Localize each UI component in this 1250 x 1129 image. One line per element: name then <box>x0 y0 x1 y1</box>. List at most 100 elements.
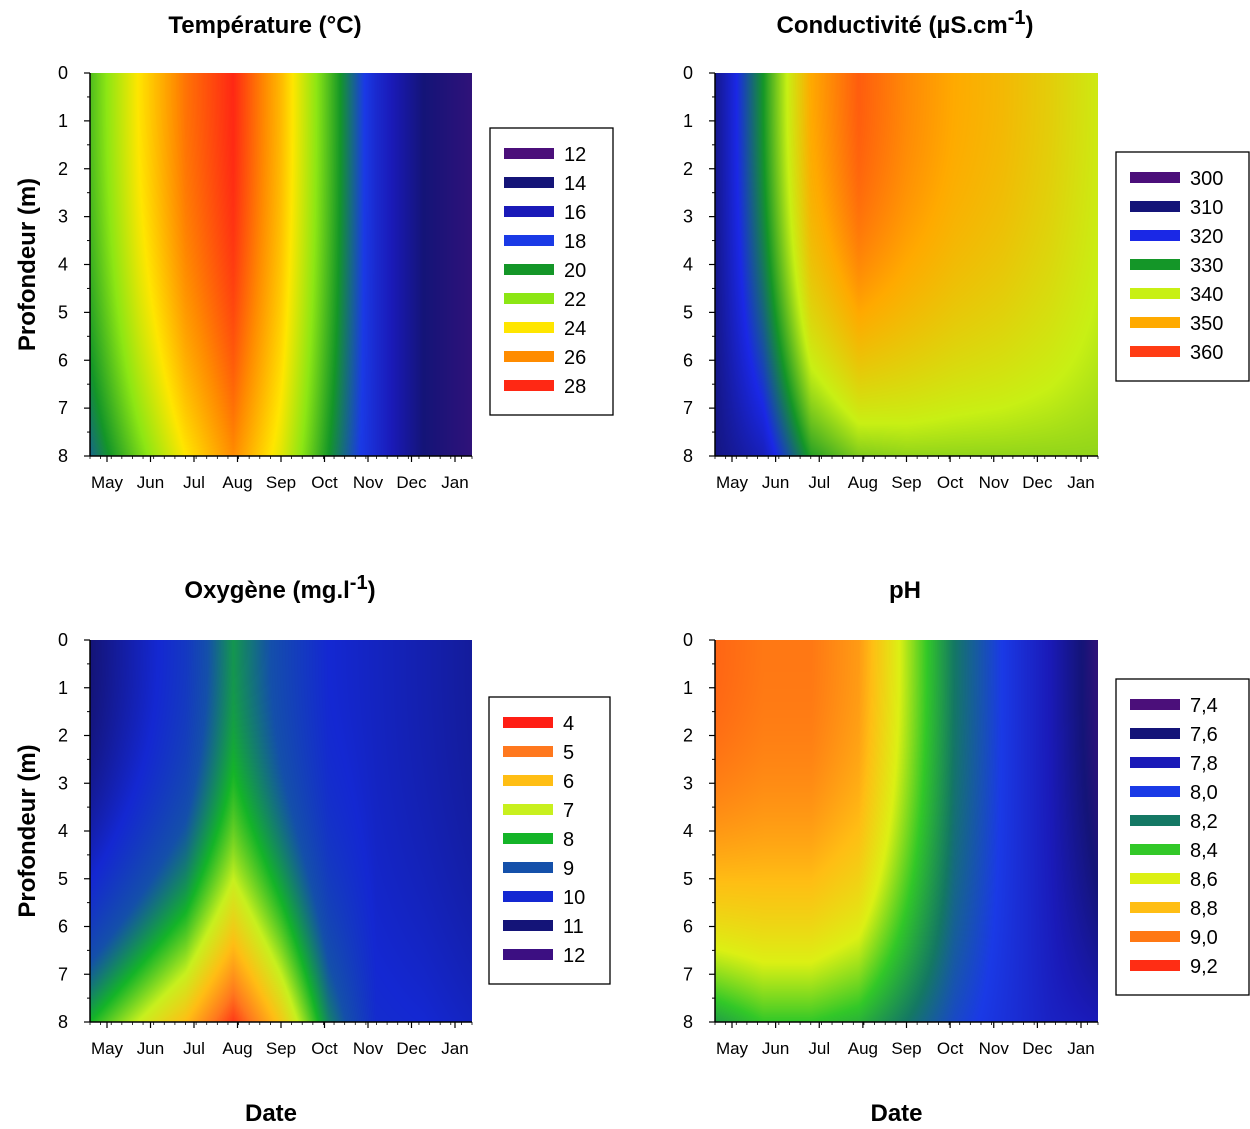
legend-label: 6 <box>563 771 574 793</box>
x-tick-label: Jun <box>762 473 789 492</box>
y-tick-label: 5 <box>58 302 68 322</box>
x-tick-label: May <box>91 473 124 492</box>
legend-swatch <box>504 380 554 391</box>
legend-swatch <box>1130 960 1180 971</box>
y-tick-label: 1 <box>58 678 68 698</box>
y-tick-label: 4 <box>683 821 693 841</box>
x-tick-label: Oct <box>311 473 338 492</box>
legend: 12 14 16 18 20 22 24 26 28 <box>489 127 614 416</box>
x-tick-label: Dec <box>1022 473 1053 492</box>
legend-label: 320 <box>1190 226 1223 248</box>
x-tick-label: Jul <box>808 473 830 492</box>
legend-swatch <box>503 920 553 931</box>
y-tick-label: 7 <box>58 398 68 418</box>
legend-label: 9 <box>563 858 574 880</box>
chart-title: Température (°C) <box>168 12 361 39</box>
y-tick-label: 6 <box>683 350 693 370</box>
legend-swatch <box>504 293 554 304</box>
legend-swatch <box>503 746 553 757</box>
legend-label: 7,6 <box>1190 724 1218 746</box>
heatmap-field <box>90 73 472 456</box>
legend-label: 11 <box>563 916 584 938</box>
legend-label: 340 <box>1190 284 1223 306</box>
x-tick-label: Aug <box>848 473 878 492</box>
y-tick-label: 1 <box>58 111 68 131</box>
legend-label: 300 <box>1190 168 1223 190</box>
x-tick-label: Jan <box>1067 1039 1094 1058</box>
legend-label: 10 <box>563 887 585 909</box>
legend-swatch <box>503 804 553 815</box>
legend-label: 7,8 <box>1190 753 1218 775</box>
y-tick-label: 3 <box>58 207 68 227</box>
heatmap-field <box>715 73 1098 456</box>
y-tick-label: 6 <box>58 917 68 937</box>
legend: 4 5 6 7 8 9 10 11 12 <box>488 696 611 985</box>
y-tick-label: 8 <box>58 1012 68 1032</box>
legend-swatch <box>504 322 554 333</box>
legend-label: 8,0 <box>1190 782 1218 804</box>
x-tick-label: Oct <box>937 1039 964 1058</box>
y-tick-label: 2 <box>58 726 68 746</box>
y-tick-label: 5 <box>683 869 693 889</box>
y-tick-label: 0 <box>58 630 68 650</box>
legend-label: 8,2 <box>1190 811 1218 833</box>
y-tick-label: 5 <box>58 869 68 889</box>
legend-label: 8,4 <box>1190 840 1218 862</box>
x-tick-label: May <box>91 1039 124 1058</box>
legend-swatch <box>1130 259 1180 270</box>
x-tick-label: Nov <box>353 473 384 492</box>
legend-swatch <box>503 949 553 960</box>
legend-label: 12 <box>564 144 586 166</box>
y-tick-label: 7 <box>58 964 68 984</box>
legend-swatch <box>504 264 554 275</box>
legend-swatch <box>1130 786 1180 797</box>
y-tick-label: 3 <box>683 207 693 227</box>
legend-swatch <box>504 351 554 362</box>
legend-label: 7,4 <box>1190 695 1218 717</box>
heatmap-field <box>715 640 1098 1022</box>
x-tick-label: Nov <box>979 473 1010 492</box>
legend-label: 8 <box>563 829 574 851</box>
legend-label: 360 <box>1190 342 1223 364</box>
legend-box <box>1115 678 1250 996</box>
legend: 7,4 7,6 7,8 8,0 8,2 8,4 8,6 8,8 9,0 9,2 <box>1115 678 1250 996</box>
x-tick-label: Jan <box>441 1039 468 1058</box>
y-tick-label: 0 <box>683 630 693 650</box>
y-tick-label: 6 <box>58 350 68 370</box>
x-tick-label: Jun <box>137 1039 164 1058</box>
legend-label: 14 <box>564 173 586 195</box>
x-tick-label: Sep <box>891 1039 921 1058</box>
x-tick-label: Sep <box>266 1039 296 1058</box>
x-tick-label: Dec <box>1022 1039 1053 1058</box>
legend-swatch <box>1130 346 1180 357</box>
x-axis-label: Date <box>245 1100 297 1127</box>
legend-label: 330 <box>1190 255 1223 277</box>
legend-swatch <box>1130 873 1180 884</box>
y-tick-label: 1 <box>683 678 693 698</box>
y-tick-label: 8 <box>683 446 693 466</box>
x-tick-label: Jan <box>1067 473 1094 492</box>
chart-title: Conductivité (µS.cm-1) <box>777 7 1034 39</box>
y-tick-label: 2 <box>58 159 68 179</box>
legend-label: 7 <box>563 800 574 822</box>
x-tick-label: Nov <box>979 1039 1010 1058</box>
legend-label: 26 <box>564 347 586 369</box>
legend-swatch <box>1130 317 1180 328</box>
legend-swatch <box>503 862 553 873</box>
y-tick-label: 3 <box>683 773 693 793</box>
legend-swatch <box>1130 902 1180 913</box>
legend-label: 9,2 <box>1190 956 1218 978</box>
legend-swatch <box>1130 172 1180 183</box>
y-tick-label: 0 <box>58 63 68 83</box>
legend-swatch <box>1130 699 1180 710</box>
legend-label: 28 <box>564 376 586 398</box>
y-tick-label: 7 <box>683 964 693 984</box>
y-tick-label: 1 <box>683 111 693 131</box>
legend-label: 4 <box>563 713 574 735</box>
legend-swatch <box>1130 844 1180 855</box>
x-tick-label: Aug <box>222 1039 252 1058</box>
x-tick-label: May <box>716 473 749 492</box>
